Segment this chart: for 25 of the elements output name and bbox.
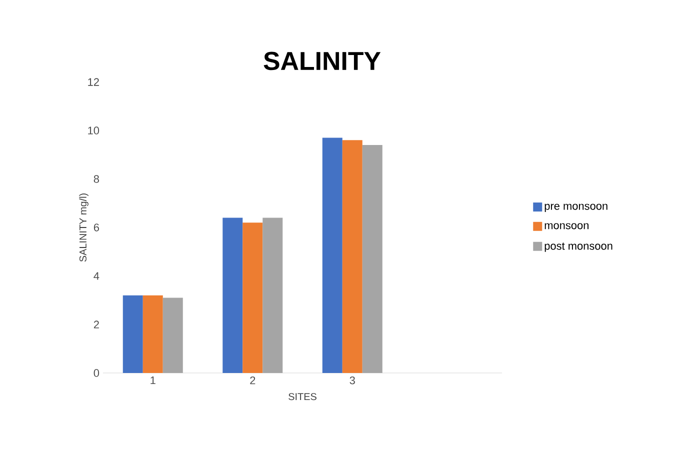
y-tick-label: 12 <box>88 78 99 86</box>
bar <box>342 140 362 373</box>
y-tick-label: 6 <box>94 224 100 232</box>
bar <box>162 298 183 373</box>
y-axis-title: SALINITY mg/l) <box>79 194 88 262</box>
bar <box>242 222 263 373</box>
bar <box>322 138 342 373</box>
legend-label: pre monsoon <box>544 204 608 212</box>
bar <box>362 145 382 373</box>
chart-title: SALINITY <box>264 52 381 70</box>
bar <box>122 295 143 373</box>
y-tick-label: 8 <box>94 175 100 183</box>
x-tick-label: 3 <box>350 376 355 384</box>
bar <box>142 295 163 373</box>
x-tick-label: 2 <box>250 376 256 384</box>
y-tick-label: 0 <box>94 369 100 377</box>
bar <box>222 218 243 373</box>
x-axis-title: SITES <box>288 393 316 400</box>
bar <box>262 218 283 373</box>
x-tick-label: 1 <box>150 376 156 384</box>
legend-label: post monsoon <box>544 242 612 252</box>
legend-label: monsoon <box>544 223 588 230</box>
y-tick-label: 10 <box>88 126 100 134</box>
y-tick-label: 2 <box>94 320 99 328</box>
y-tick-label: 4 <box>94 272 100 280</box>
